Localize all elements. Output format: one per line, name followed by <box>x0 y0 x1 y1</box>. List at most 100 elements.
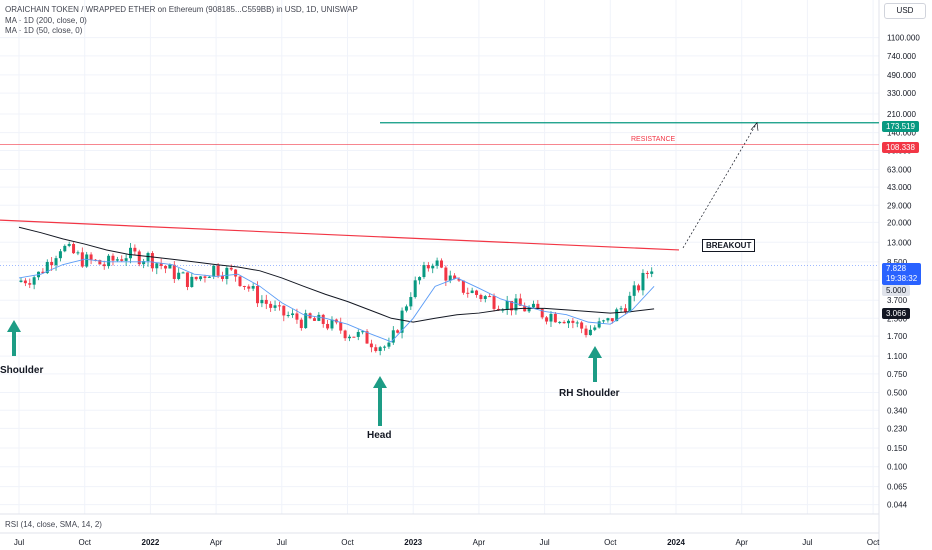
y-tick-label: 0.230 <box>887 424 908 433</box>
candle-body <box>102 264 106 267</box>
x-tick-label: Jul <box>14 538 24 547</box>
currency-button[interactable]: USD <box>884 3 926 19</box>
projection-line <box>682 122 758 249</box>
x-axis: Jul Oct 2022 Apr Jul Oct 2023 Apr Jul Oct 2024 Apr J… <box>14 538 880 547</box>
x-tick-label: Jul <box>539 538 549 547</box>
x-tick-label: Apr <box>473 538 486 547</box>
candle-body <box>168 264 172 269</box>
candle-body <box>483 296 487 299</box>
candle-body <box>146 253 150 262</box>
candle-body <box>505 300 509 310</box>
candle-body <box>295 313 299 320</box>
candle-body <box>85 254 89 267</box>
ma-200-line <box>18 226 655 323</box>
target-price-tag: 173.519 <box>882 121 919 132</box>
candle-body <box>619 308 623 310</box>
y-tick-label: 29.000 <box>887 201 912 210</box>
candle-body <box>199 276 203 280</box>
candle-body <box>575 322 579 324</box>
candle-body <box>352 336 356 338</box>
candle-body <box>220 275 224 279</box>
candle-body <box>225 267 229 279</box>
candle-body <box>597 321 601 328</box>
candle-body <box>242 285 246 287</box>
candle-body <box>330 319 334 329</box>
countdown-value: 19:38:32 <box>886 274 918 283</box>
candle-body <box>540 308 544 318</box>
candle-body <box>247 286 251 289</box>
ma-50-legend[interactable]: MA · 1D (50, close, 0) <box>5 26 83 35</box>
x-tick-label: 2022 <box>142 538 160 547</box>
candle-body <box>387 342 391 347</box>
candle-body <box>545 317 549 322</box>
candle-body <box>185 272 189 288</box>
candle-body <box>365 331 369 344</box>
candle-body <box>277 305 281 307</box>
candle-body <box>317 314 321 321</box>
candle-body <box>580 322 584 329</box>
last-price-value: 7.828 <box>886 264 907 273</box>
candle-body <box>615 309 619 322</box>
candle-body <box>628 295 632 313</box>
candle-body <box>28 283 32 285</box>
candle-body <box>291 313 295 316</box>
candle-body <box>45 261 49 274</box>
candle-body <box>19 280 23 282</box>
x-tick-label: 2024 <box>667 538 685 547</box>
candle-body <box>466 292 470 294</box>
candle-body <box>422 265 426 278</box>
candle-body <box>212 265 216 277</box>
x-tick-label: Oct <box>78 538 91 547</box>
candle-body <box>155 263 159 269</box>
candle-body <box>234 269 238 277</box>
x-tick-label: Oct <box>604 538 617 547</box>
candle-body <box>361 331 365 333</box>
candle-body <box>553 313 557 323</box>
candle-body <box>343 330 347 339</box>
candle-body <box>23 280 27 284</box>
drawings <box>0 121 759 426</box>
candle-body <box>413 280 417 298</box>
candle-body <box>111 255 115 261</box>
y-tick-label: 0.750 <box>887 370 908 379</box>
candle-body <box>396 330 400 333</box>
candle-body <box>326 323 330 329</box>
candle-body <box>514 298 518 311</box>
candle-body <box>133 247 137 252</box>
moving-averages <box>18 226 655 343</box>
y-tick-label: 1100.000 <box>887 34 920 43</box>
candle-body <box>479 294 483 299</box>
candle-body <box>404 306 408 311</box>
candle-body <box>216 265 220 276</box>
candle-body <box>527 307 531 312</box>
candle-body <box>435 260 439 266</box>
candle-body <box>571 320 575 323</box>
candle-body <box>207 276 211 278</box>
candle-body <box>190 276 194 288</box>
left-shoulder-label: Shoulder <box>0 365 44 376</box>
left-shoulder-arrow-head <box>7 320 21 332</box>
right-shoulder-arrow-shaft <box>593 356 597 382</box>
candles <box>19 241 654 356</box>
grid <box>0 0 879 514</box>
ma-50-price-tag: 5.000 <box>882 285 911 296</box>
candle-body <box>238 276 242 286</box>
x-tick-label: Apr <box>210 538 223 547</box>
candle-body <box>98 260 102 265</box>
y-tick-label: 20.000 <box>887 218 912 227</box>
candle-body <box>453 275 457 279</box>
y-tick-label: 0.065 <box>887 483 908 492</box>
x-tick-label: Jul <box>802 538 812 547</box>
candle-body <box>650 271 654 274</box>
candle-body <box>194 276 198 280</box>
head-arrow-head <box>373 376 387 388</box>
ma-200-legend[interactable]: MA · 1D (200, close, 0) <box>5 16 87 25</box>
projection-arrowhead <box>750 121 759 131</box>
x-tick-label: Jul <box>277 538 287 547</box>
resistance-price-tag: 108.338 <box>882 142 919 153</box>
y-tick-label: 63.000 <box>887 165 912 174</box>
candle-body <box>391 330 395 343</box>
rsi-legend[interactable]: RSI (14, close, SMA, 14, 2) <box>5 520 102 529</box>
candle-body <box>457 278 461 281</box>
